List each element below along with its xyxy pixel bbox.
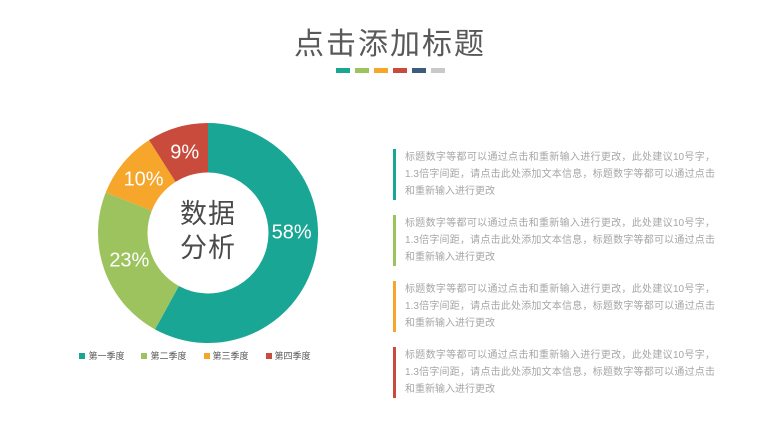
body-text-block-q4[interactable]: 标题数字等都可以通过点击和重新输入进行更改，此处建议10号字，1.3倍字间距，请… (393, 347, 715, 398)
legend-item-q1[interactable]: 第一季度 (79, 349, 124, 362)
legend-swatch-icon (203, 352, 210, 359)
legend-label: 第四季度 (274, 351, 311, 361)
body-text-block-q3[interactable]: 标题数字等都可以通过点击和重新输入进行更改，此处建议10号字，1.3倍字间距，请… (393, 281, 715, 332)
accent-square-green (354, 68, 369, 73)
slide-title[interactable]: 点击添加标题 (294, 28, 486, 61)
donut-center-label[interactable]: 数据 分析 (180, 197, 236, 265)
accent-square-orange (373, 68, 388, 73)
donut-chart (97, 123, 319, 343)
body-text-column: 标题数字等都可以通过点击和重新输入进行更改，此处建议10号字，1.3倍字间距，请… (393, 149, 715, 413)
donut-slice-q1[interactable] (155, 123, 319, 343)
donut-slice-q4[interactable] (149, 123, 208, 182)
donut-value-label-q1: 58% (271, 221, 312, 244)
legend-label: 第一季度 (88, 351, 125, 361)
accent-square-red (392, 68, 407, 73)
legend-swatch-icon (79, 352, 86, 359)
legend-swatch-icon (141, 352, 148, 359)
donut-slice-q2[interactable] (97, 192, 179, 330)
legend-item-q3[interactable]: 第三季度 (203, 349, 249, 362)
legend-swatch-icon (265, 352, 272, 359)
body-text-block-q2[interactable]: 标题数字等都可以通过点击和重新输入进行更改，此处建议10号字，1.3倍字间距，请… (393, 215, 715, 266)
accent-square-teal (335, 68, 350, 73)
legend-label: 第三季度 (212, 351, 249, 361)
chart-legend: 第一季度 第二季度 第三季度 第四季度 (0, 349, 390, 362)
donut-chart-area: 数据分析 第一季度 第二季度 第三季度 第四季度 58% 23% 10% 9% (0, 123, 390, 362)
accent-squares-row (0, 68, 780, 73)
donut-value-label-q3: 10% (123, 168, 164, 191)
accent-square-navy (411, 68, 426, 73)
legend-item-q4[interactable]: 第四季度 (265, 349, 311, 362)
donut-value-label-q4: 9% (170, 141, 200, 164)
donut-center-label-line: 数据 (180, 199, 236, 229)
donut-center-label-line: 分析 (180, 233, 236, 263)
legend-item-q2[interactable]: 第二季度 (141, 349, 187, 362)
accent-square-gray (430, 68, 445, 73)
donut-value-label-q2: 23% (109, 249, 150, 272)
legend-label: 第二季度 (150, 351, 187, 361)
body-text-block-q1[interactable]: 标题数字等都可以通过点击和重新输入进行更改，此处建议10号字，1.3倍字间距，请… (393, 149, 715, 200)
donut-slice-q3[interactable] (105, 140, 176, 211)
